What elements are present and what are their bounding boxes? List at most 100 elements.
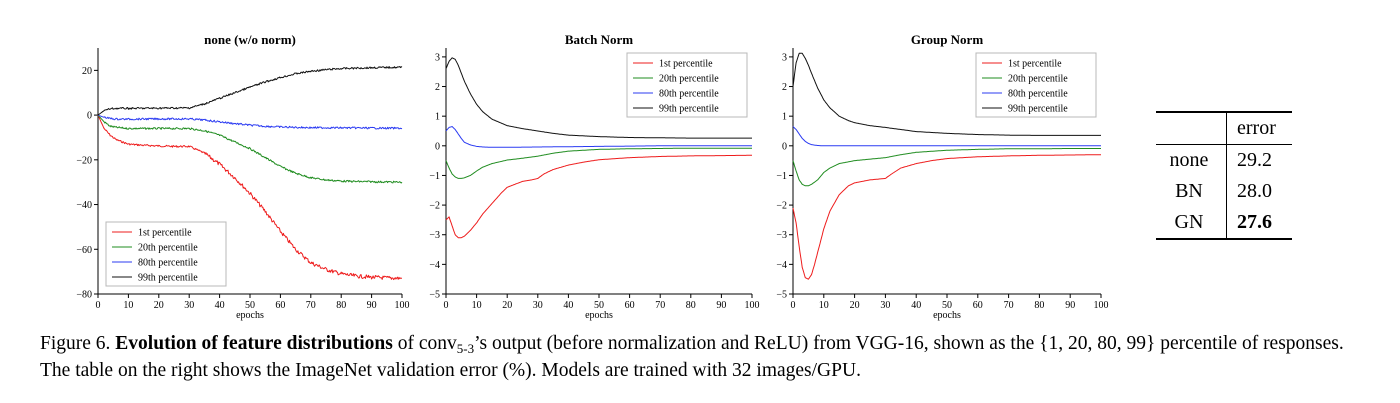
legend-entry: 80th percentile [1008,89,1068,100]
legend: 1st percentile 20th percentile 80th percen… [975,52,1097,118]
x-axis-label: epochs [585,310,613,321]
table-row: none 29.2 [1156,144,1292,176]
legend: 1st percentile 20th percentile 80th percen… [105,221,227,287]
y-tick-label: 1 [435,112,440,123]
legend-entry: 99th percentile [138,273,198,284]
legend-entry: 99th percentile [659,104,719,115]
y-tick-label: 20 [82,66,92,77]
y-tick-label: −80 [76,290,92,301]
series-line [445,154,752,239]
y-tick-label: −2 [429,201,440,212]
y-tick-label: −5 [429,290,440,301]
x-tick-label: 20 [850,300,860,311]
y-tick-label: −5 [776,290,787,301]
caption-prefix: Figure 6. [40,333,116,354]
x-tick-label: 90 [1065,300,1075,311]
x-tick-label: 70 [1004,300,1014,311]
x-tick-label: 40 [911,300,921,311]
y-tick-label: −60 [76,245,92,256]
table-row: GN 27.6 [1156,207,1292,239]
y-tick-label: 3 [435,52,440,63]
y-tick-label: −3 [429,230,440,241]
x-tick-label: 50 [942,300,952,311]
x-tick-label: 100 [395,300,410,311]
series-line [792,148,1101,187]
table-row-value: 29.2 [1237,149,1272,171]
table-row-label: BN [1156,176,1227,207]
y-tick-label: 0 [435,141,440,152]
y-tick-label: −4 [776,260,787,271]
x-tick-label: 0 [96,300,101,311]
caption-subscript: 5-3 [456,341,475,356]
series-line [792,126,1101,147]
series-line [445,126,752,148]
x-tick-label: 80 [686,300,696,311]
x-tick-label: 60 [275,300,285,311]
table-row: BN 28.0 [1156,176,1292,207]
y-tick-label: −3 [776,230,787,241]
caption-part1: of conv [392,333,457,354]
x-tick-label: 100 [745,300,760,311]
legend-entry: 1st percentile [138,228,192,239]
x-tick-label: 10 [472,300,482,311]
legend-entry: 1st percentile [1008,59,1062,70]
legend-entry: 20th percentile [659,74,719,85]
chart-panel-0: none (w/o norm) 0 10 20 30 40 50 60 70 80 90 100 −80… [76,32,409,321]
caption-bold: Evolution of feature distributions [115,333,393,354]
y-tick-label: 2 [782,82,787,93]
table-row-value: 28.0 [1237,180,1272,202]
y-tick-label: −1 [429,171,440,182]
legend-box [975,52,1097,118]
table-row-label: GN [1156,207,1227,239]
x-axis-label: epochs [236,310,264,321]
y-tick-label: 3 [782,52,787,63]
series-line [97,114,403,281]
x-tick-label: 60 [973,300,983,311]
series-line [792,52,1101,136]
x-tick-label: 100 [1094,300,1109,311]
series-line [97,114,403,130]
error-table: error none 29.2 BN 28.0 GN 27.6 [1156,111,1292,240]
x-tick-label: 0 [444,300,449,311]
legend-entry: 80th percentile [659,89,719,100]
x-tick-label: 10 [123,300,133,311]
x-tick-label: 50 [245,300,255,311]
table-header-error: error [1226,112,1292,145]
figure-caption: Figure 6. Evolution of feature distribut… [40,330,1370,384]
x-tick-label: 90 [367,300,377,311]
y-tick-label: −4 [429,260,440,271]
legend: 1st percentile 20th percentile 80th percen… [626,52,748,118]
series-line [445,57,752,139]
legend-entry: 20th percentile [138,243,198,254]
x-tick-label: 20 [502,300,512,311]
series-line [97,114,403,184]
legend-box [105,221,227,287]
legend-entry: 80th percentile [138,258,198,269]
x-tick-label: 80 [336,300,346,311]
x-tick-label: 30 [533,300,543,311]
y-tick-label: 1 [782,112,787,123]
x-tick-label: 50 [594,300,604,311]
x-tick-label: 0 [791,300,796,311]
y-tick-label: −1 [776,171,787,182]
x-tick-label: 40 [563,300,573,311]
table-header-row: error [1156,112,1292,145]
series-line [97,66,403,116]
x-tick-label: 40 [215,300,225,311]
legend-entry: 1st percentile [659,59,713,70]
legend-box [626,52,748,118]
x-tick-label: 70 [655,300,665,311]
legend-entry: 99th percentile [1008,104,1068,115]
x-tick-label: 20 [154,300,164,311]
y-tick-label: −2 [776,201,787,212]
legend-entry: 20th percentile [1008,74,1068,85]
y-tick-label: 0 [782,141,787,152]
x-tick-label: 90 [716,300,726,311]
x-tick-label: 70 [306,300,316,311]
y-tick-label: 0 [87,111,92,122]
series-line [792,154,1101,280]
series-line [445,147,752,179]
x-tick-label: 30 [880,300,890,311]
